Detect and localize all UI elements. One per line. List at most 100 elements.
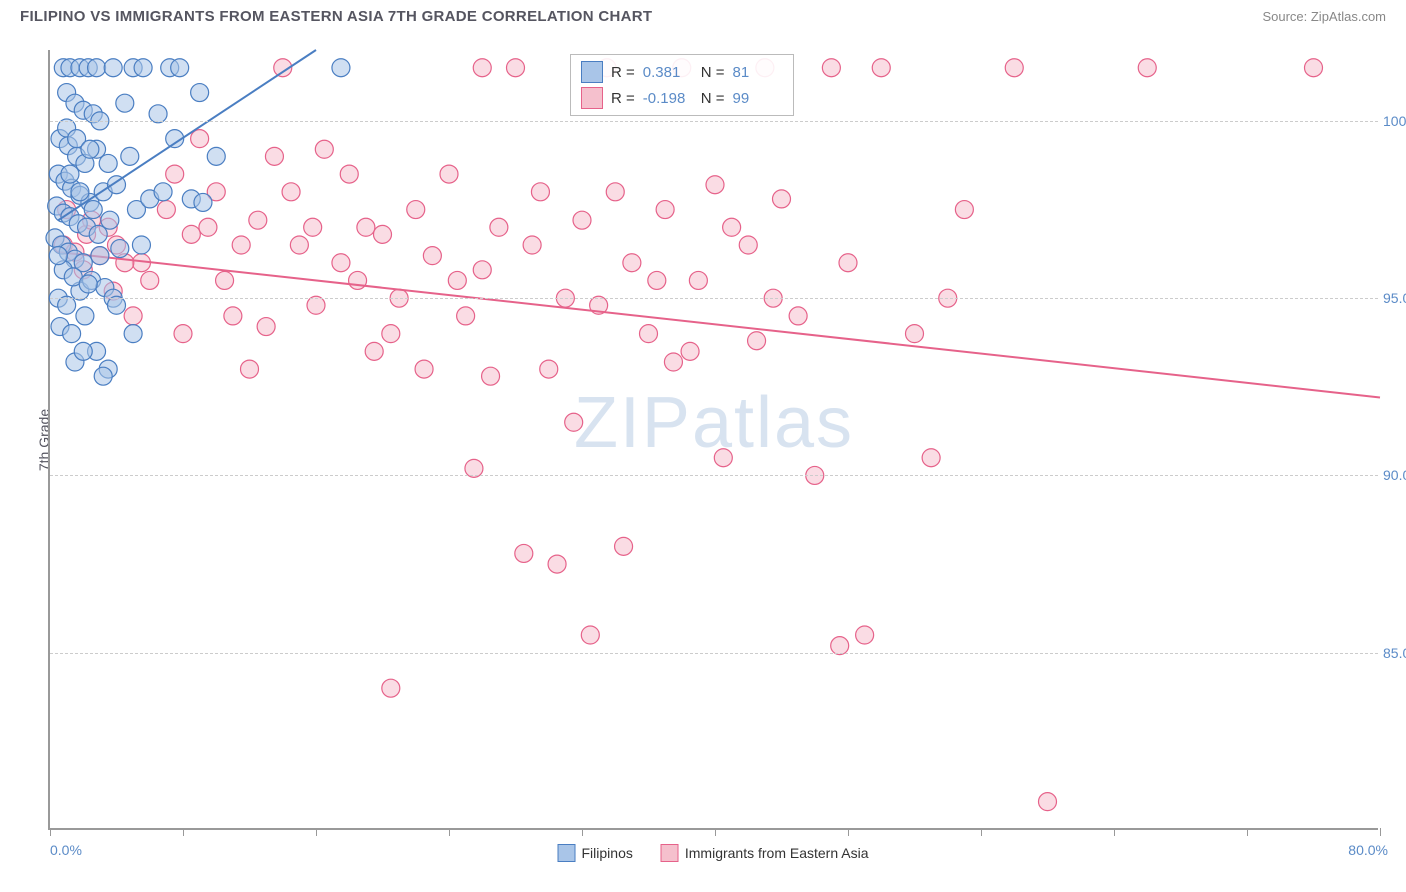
x-tick [715, 828, 716, 836]
x-tick [848, 828, 849, 836]
scatter-point [1138, 59, 1156, 77]
scatter-point [789, 307, 807, 325]
scatter-point [154, 183, 172, 201]
stats-legend-box: R = 0.381 N = 81 R = -0.198 N = 99 [570, 54, 794, 116]
scatter-point [265, 147, 283, 165]
x-tick [183, 828, 184, 836]
scatter-point [523, 236, 541, 254]
n-value-filipinos: 81 [733, 64, 783, 81]
scatter-point [656, 201, 674, 219]
scatter-point [340, 165, 358, 183]
scatter-point [382, 325, 400, 343]
x-tick [50, 828, 51, 836]
scatter-point [473, 59, 491, 77]
legend-swatch-filipinos [558, 844, 576, 862]
scatter-point [723, 218, 741, 236]
scatter-point [706, 176, 724, 194]
scatter-point [349, 271, 367, 289]
scatter-point [81, 140, 99, 158]
scatter-point [241, 360, 259, 378]
x-tick [981, 828, 982, 836]
scatter-point [448, 271, 466, 289]
scatter-point [482, 367, 500, 385]
scatter-point [473, 261, 491, 279]
scatter-point [623, 254, 641, 272]
legend-label-immigrants: Immigrants from Eastern Asia [685, 845, 869, 861]
scatter-point [606, 183, 624, 201]
scatter-point [1039, 793, 1057, 811]
scatter-point [415, 360, 433, 378]
scatter-point [357, 218, 375, 236]
y-tick-label: 90.0% [1383, 467, 1406, 483]
scatter-point [640, 325, 658, 343]
scatter-point [94, 367, 112, 385]
gridline-h [50, 475, 1378, 476]
bottom-legend: Filipinos Immigrants from Eastern Asia [558, 844, 869, 862]
scatter-point [99, 154, 117, 172]
scatter-point [507, 59, 525, 77]
scatter-point [440, 165, 458, 183]
scatter-point [132, 236, 150, 254]
chart-container: 7th Grade ZIPatlas R = 0.381 N = 81 R = … [48, 50, 1378, 830]
scatter-point [573, 211, 591, 229]
stats-row-filipinos: R = 0.381 N = 81 [581, 59, 783, 85]
scatter-point [282, 183, 300, 201]
r-label: R = [611, 64, 635, 81]
scatter-point [174, 325, 192, 343]
scatter-point [664, 353, 682, 371]
scatter-point [157, 201, 175, 219]
scatter-point [124, 325, 142, 343]
legend-item-filipinos: Filipinos [558, 844, 633, 862]
legend-swatch-immigrants [661, 844, 679, 862]
scatter-svg [50, 50, 1378, 828]
scatter-point [565, 413, 583, 431]
scatter-point [104, 59, 122, 77]
stats-row-immigrants: R = -0.198 N = 99 [581, 85, 783, 111]
scatter-point [101, 211, 119, 229]
scatter-point [714, 449, 732, 467]
r-value-filipinos: 0.381 [643, 64, 693, 81]
scatter-point [63, 325, 81, 343]
scatter-point [124, 307, 142, 325]
x-tick [582, 828, 583, 836]
scatter-point [822, 59, 840, 77]
scatter-point [79, 275, 97, 293]
scatter-point [182, 225, 200, 243]
scatter-point [88, 59, 106, 77]
scatter-point [116, 94, 134, 112]
scatter-point [232, 236, 250, 254]
scatter-point [91, 247, 109, 265]
n-label: N = [701, 90, 725, 107]
scatter-point [61, 165, 79, 183]
scatter-point [515, 544, 533, 562]
y-tick-label: 100.0% [1383, 113, 1406, 129]
scatter-point [365, 342, 383, 360]
scatter-point [374, 225, 392, 243]
x-tick [1247, 828, 1248, 836]
scatter-point [872, 59, 890, 77]
x-tick [316, 828, 317, 836]
legend-item-immigrants: Immigrants from Eastern Asia [661, 844, 869, 862]
scatter-point [134, 59, 152, 77]
scatter-point [304, 218, 322, 236]
scatter-point [49, 247, 67, 265]
scatter-point [548, 555, 566, 573]
scatter-point [171, 59, 189, 77]
scatter-point [74, 342, 92, 360]
scatter-point [191, 130, 209, 148]
y-tick-label: 95.0% [1383, 290, 1406, 306]
scatter-point [191, 84, 209, 102]
scatter-point [382, 679, 400, 697]
scatter-point [739, 236, 757, 254]
x-tick [1380, 828, 1381, 836]
scatter-point [76, 307, 94, 325]
scatter-point [257, 318, 275, 336]
scatter-point [199, 218, 217, 236]
scatter-point [111, 240, 129, 258]
scatter-point [216, 271, 234, 289]
n-label: N = [701, 64, 725, 81]
gridline-h [50, 121, 1378, 122]
scatter-point [407, 201, 425, 219]
chart-title: FILIPINO VS IMMIGRANTS FROM EASTERN ASIA… [20, 8, 652, 25]
scatter-point [689, 271, 707, 289]
